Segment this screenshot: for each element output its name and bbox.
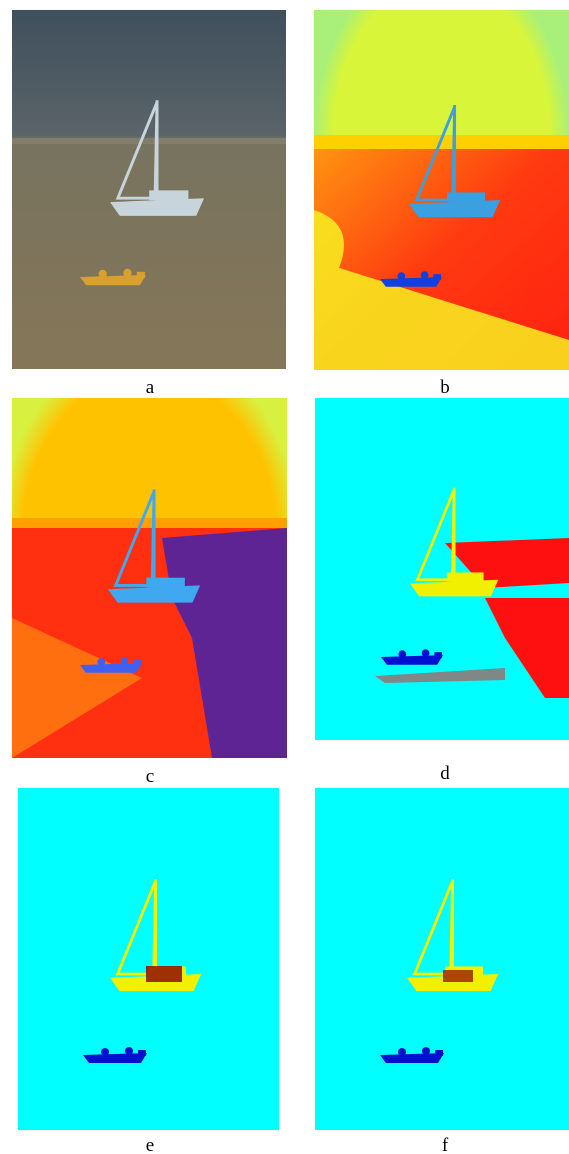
- panel-f: [315, 788, 569, 1130]
- page: a b c d e: [0, 0, 569, 1154]
- panel-e: [18, 788, 279, 1130]
- panel-b: [314, 10, 569, 370]
- panel-label: d: [440, 763, 450, 784]
- panel-label: a: [146, 377, 155, 398]
- panel-label: c: [146, 766, 154, 787]
- panel-c: [12, 398, 287, 758]
- panel-a: [12, 10, 286, 369]
- panel-label: f: [442, 1135, 449, 1154]
- panel-label: b: [440, 377, 450, 398]
- panel-label: e: [146, 1135, 154, 1154]
- panel-d: [315, 398, 569, 740]
- figure: a b c d e: [0, 0, 569, 1154]
